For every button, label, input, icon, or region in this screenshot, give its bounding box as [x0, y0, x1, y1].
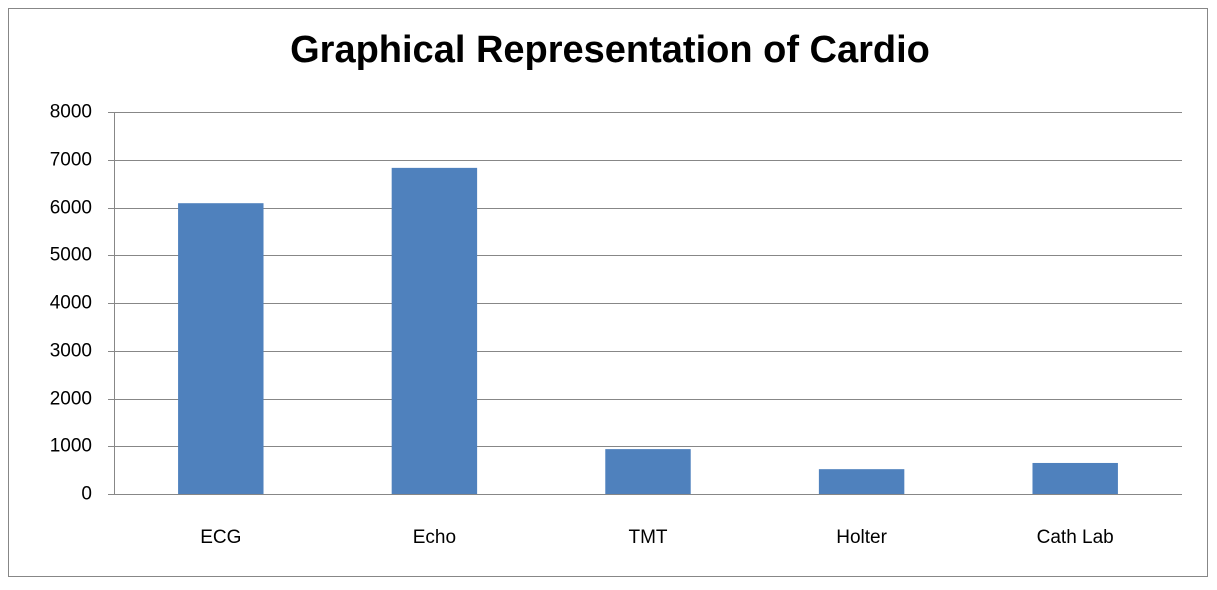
x-tick-label: TMT: [628, 527, 667, 548]
y-tick-label: 7000: [50, 150, 92, 171]
y-tick-label: 3000: [50, 341, 92, 362]
y-tick-label: 6000: [50, 198, 92, 219]
y-tick-label: 2000: [50, 389, 92, 410]
x-tick-label: Cath Lab: [1037, 527, 1114, 548]
y-tick-label: 8000: [50, 102, 92, 123]
bar: [605, 449, 691, 494]
y-tick-label: 1000: [50, 436, 92, 457]
y-tick-label: 0: [81, 484, 92, 505]
y-tick-label: 5000: [50, 245, 92, 266]
x-tick-label: Holter: [836, 527, 887, 548]
bar: [818, 469, 905, 494]
bar: [1032, 462, 1118, 494]
bar: [178, 203, 264, 494]
x-tick-label: Echo: [413, 527, 456, 548]
x-tick-label: ECG: [200, 527, 241, 548]
chart-title: Graphical Representation of Cardio: [290, 29, 930, 71]
bar: [391, 167, 478, 494]
y-tick-label: 4000: [50, 293, 92, 314]
